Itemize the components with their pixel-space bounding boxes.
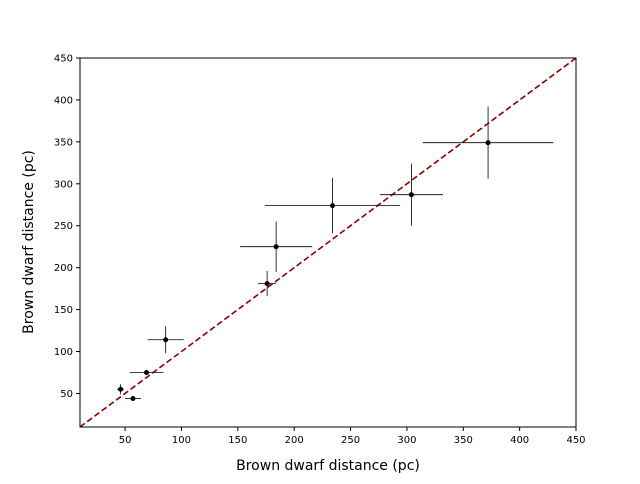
x-tick-label: 350 — [454, 435, 473, 446]
y-tick-label: 250 — [54, 221, 73, 232]
data-points-layer — [117, 106, 554, 402]
y-tick-label: 200 — [54, 263, 73, 274]
reference-line — [79, 57, 577, 428]
x-axis-ticks: 50 100 150 200 250 300 350 400 450 — [119, 427, 586, 446]
x-tick-label: 300 — [397, 435, 416, 446]
data-marker — [144, 369, 150, 375]
data-marker — [485, 140, 491, 146]
x-tick-label: 450 — [566, 435, 585, 446]
data-point-6 — [240, 221, 313, 272]
x-tick-label: 50 — [119, 435, 132, 446]
x-tick-label: 150 — [228, 435, 247, 446]
y-tick-label: 50 — [60, 389, 73, 400]
data-point-1 — [117, 384, 124, 395]
plot-frame — [79, 57, 577, 428]
data-point-5 — [258, 271, 277, 297]
x-tick-label: 200 — [285, 435, 304, 446]
y-tick-label: 400 — [54, 95, 73, 106]
y-axis-ticks: 50 100 150 200 250 300 350 400 450 — [54, 54, 80, 400]
x-tick-label: 100 — [172, 435, 191, 446]
data-point-9 — [422, 106, 554, 179]
data-point-2 — [125, 395, 141, 402]
data-point-7 — [264, 177, 401, 234]
y-axis-label: Brown dwarf distance (pc) — [21, 150, 37, 334]
data-marker — [264, 281, 270, 287]
data-point-3 — [129, 369, 164, 376]
data-point-8 — [379, 163, 443, 226]
data-marker — [130, 395, 136, 401]
data-marker — [330, 203, 336, 209]
y-tick-label: 150 — [54, 305, 73, 316]
reference-line-layer — [79, 57, 577, 428]
x-tick-label: 400 — [510, 435, 529, 446]
data-marker — [118, 386, 124, 392]
x-tick-label: 250 — [341, 435, 360, 446]
y-tick-label: 450 — [54, 54, 73, 65]
y-tick-label: 100 — [54, 347, 73, 358]
data-marker — [163, 337, 169, 343]
data-point-4 — [147, 326, 184, 354]
data-marker — [273, 244, 279, 250]
x-axis-label: Brown dwarf distance (pc) — [236, 458, 420, 474]
data-marker — [408, 192, 414, 198]
y-tick-label: 300 — [54, 179, 73, 190]
y-tick-label: 350 — [54, 137, 73, 148]
